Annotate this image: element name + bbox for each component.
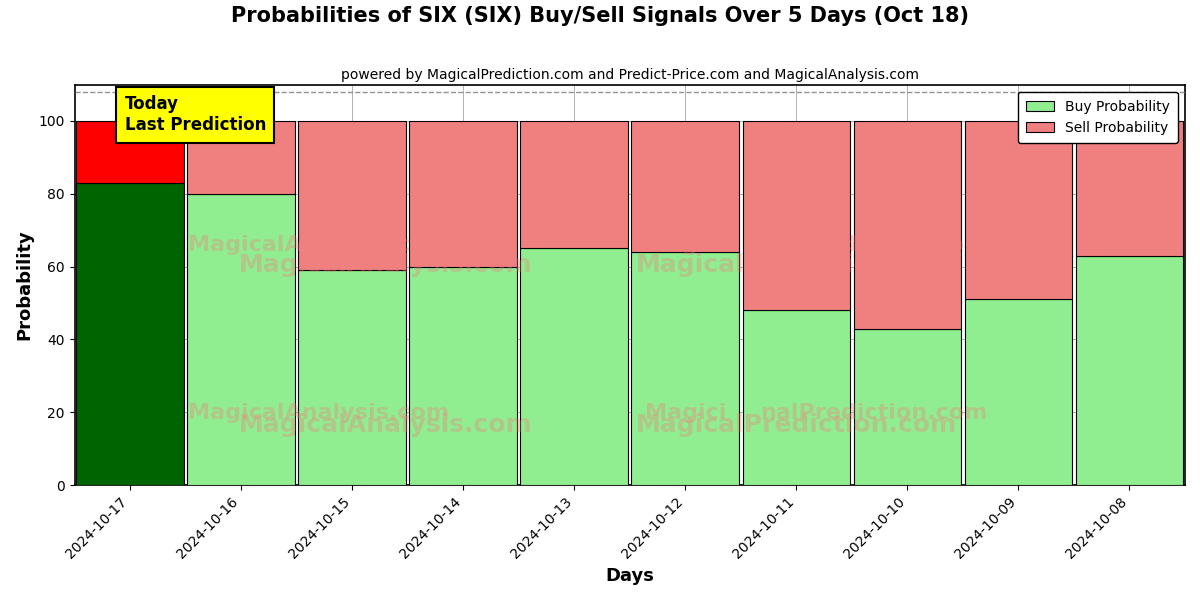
Bar (521, 121, 628, 248)
Bar (743, 310, 851, 485)
Text: MagicalPrediction.com: MagicalPrediction.com (636, 253, 958, 277)
Bar (77, 183, 184, 485)
Text: Probabilities of SIX (SIX) Buy/Sell Signals Over 5 Days (Oct 18): Probabilities of SIX (SIX) Buy/Sell Sign… (230, 6, 970, 26)
Bar (187, 121, 295, 194)
Text: Magici: Magici (644, 235, 726, 255)
X-axis label: Days: Days (605, 567, 654, 585)
Bar (853, 329, 961, 485)
Text: Today
Last Prediction: Today Last Prediction (125, 95, 266, 134)
Bar (187, 194, 295, 485)
Bar (853, 121, 961, 329)
Bar (965, 299, 1073, 485)
Bar (965, 121, 1073, 299)
Text: MagicalAnalysis.com: MagicalAnalysis.com (239, 253, 533, 277)
Bar (409, 266, 517, 485)
Bar (743, 121, 851, 310)
Text: MagicalPrediction.com: MagicalPrediction.com (636, 413, 958, 437)
Text: MagicalAnalysis.com: MagicalAnalysis.com (239, 413, 533, 437)
Bar (299, 270, 406, 485)
Y-axis label: Probability: Probability (16, 229, 34, 340)
Bar (631, 121, 739, 252)
Bar (1075, 121, 1183, 256)
Bar (631, 252, 739, 485)
Title: powered by MagicalPrediction.com and Predict-Price.com and MagicalAnalysis.com: powered by MagicalPrediction.com and Pre… (341, 68, 919, 82)
Bar (521, 248, 628, 485)
Text: MagicalAnalysis.com: MagicalAnalysis.com (188, 403, 450, 423)
Legend: Buy Probability, Sell Probability: Buy Probability, Sell Probability (1018, 92, 1178, 143)
Text: nalPrediction.com: nalPrediction.com (761, 235, 988, 255)
Bar (299, 121, 406, 270)
Bar (77, 121, 184, 183)
Text: MagicalAnalysis.com: MagicalAnalysis.com (188, 235, 450, 255)
Bar (409, 121, 517, 266)
Bar (1075, 256, 1183, 485)
Text: Magici: Magici (644, 403, 726, 423)
Text: nalPrediction.com: nalPrediction.com (761, 403, 988, 423)
